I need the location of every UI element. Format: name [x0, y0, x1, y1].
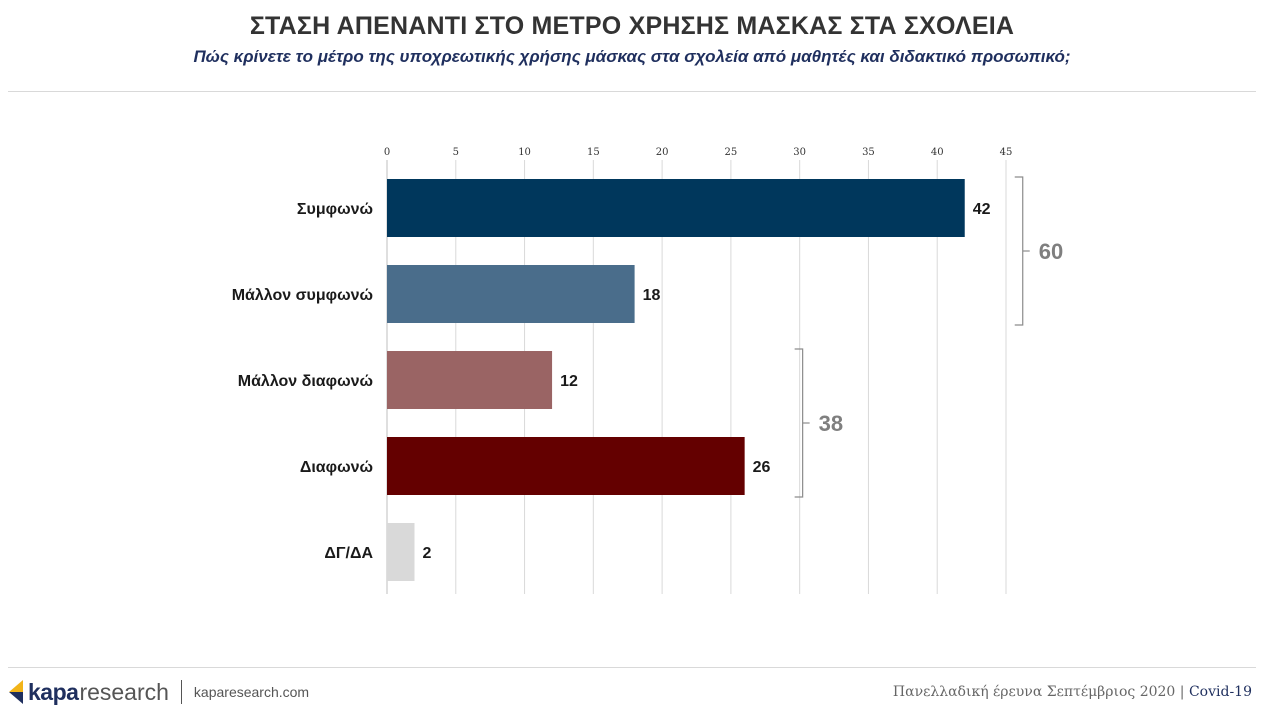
- bar: [387, 437, 745, 495]
- data-label: 2: [423, 545, 432, 562]
- data-label: 42: [973, 201, 991, 218]
- page-title: ΣΤΑΣΗ ΑΠΕΝΑΝΤΙ ΣΤΟ ΜΕΤΡΟ ΧΡΗΣΗΣ ΜΑΣΚΑΣ Σ…: [249, 12, 1015, 40]
- bar-chart: 0 5 10 15 20 25 30 35 40 45 42 Συμφωνώ 18 Μάλλον συμφ…: [232, 147, 1063, 594]
- x-tick-label: 35: [862, 147, 875, 158]
- data-label: 12: [560, 373, 578, 390]
- survey-text: Πανελλαδική έρευνα Σεπτέμβριος 2020 |: [892, 684, 1185, 700]
- data-label: 26: [753, 459, 771, 476]
- data-label: 18: [643, 287, 661, 304]
- survey-tag: Covid-19: [1188, 684, 1252, 700]
- x-tick-label: 15: [587, 147, 600, 158]
- category-label: Μάλλον συμφωνώ: [232, 287, 373, 304]
- group-total-label: 38: [819, 411, 843, 436]
- brand-name-bold: kapa: [28, 678, 79, 705]
- footer-brand: kapa research kaparesearch.com: [7, 674, 309, 710]
- brand-url: kaparesearch.com: [193, 684, 310, 700]
- bar: [387, 523, 415, 581]
- bar: [387, 179, 965, 237]
- footer-survey: Πανελλαδική έρευνα Σεπτέμβριος 2020 | Co…: [893, 684, 1252, 700]
- x-tick-label: 25: [725, 147, 738, 158]
- kapa-logo-icon: [9, 680, 23, 704]
- x-tick-label: 40: [931, 147, 944, 158]
- header-divider: [8, 91, 1256, 92]
- x-tick-label: 30: [793, 147, 806, 158]
- footer-divider: [8, 667, 1256, 668]
- x-tick-label: 45: [1000, 147, 1013, 158]
- category-label: Διαφωνώ: [300, 459, 373, 476]
- page-subtitle: Πώς κρίνετε το μέτρο της υποχρεωτικής χρ…: [193, 47, 1071, 66]
- group-total-label: 60: [1039, 239, 1063, 264]
- brand-name-light: research: [79, 678, 169, 705]
- bar: [387, 351, 553, 409]
- x-tick-label: 10: [518, 147, 531, 158]
- group-bracket: [794, 348, 804, 498]
- category-label: Μάλλον διαφωνώ: [238, 373, 373, 390]
- x-tick-label: 0: [384, 147, 390, 158]
- group-bracket: [1014, 176, 1024, 326]
- x-tick-label: 5: [453, 147, 459, 158]
- bar: [387, 265, 635, 323]
- category-label: ΔΓ/ΔΑ: [324, 545, 373, 562]
- category-label: Συμφωνώ: [297, 201, 373, 218]
- x-tick-label: 20: [656, 147, 669, 158]
- brand-separator: [180, 680, 182, 704]
